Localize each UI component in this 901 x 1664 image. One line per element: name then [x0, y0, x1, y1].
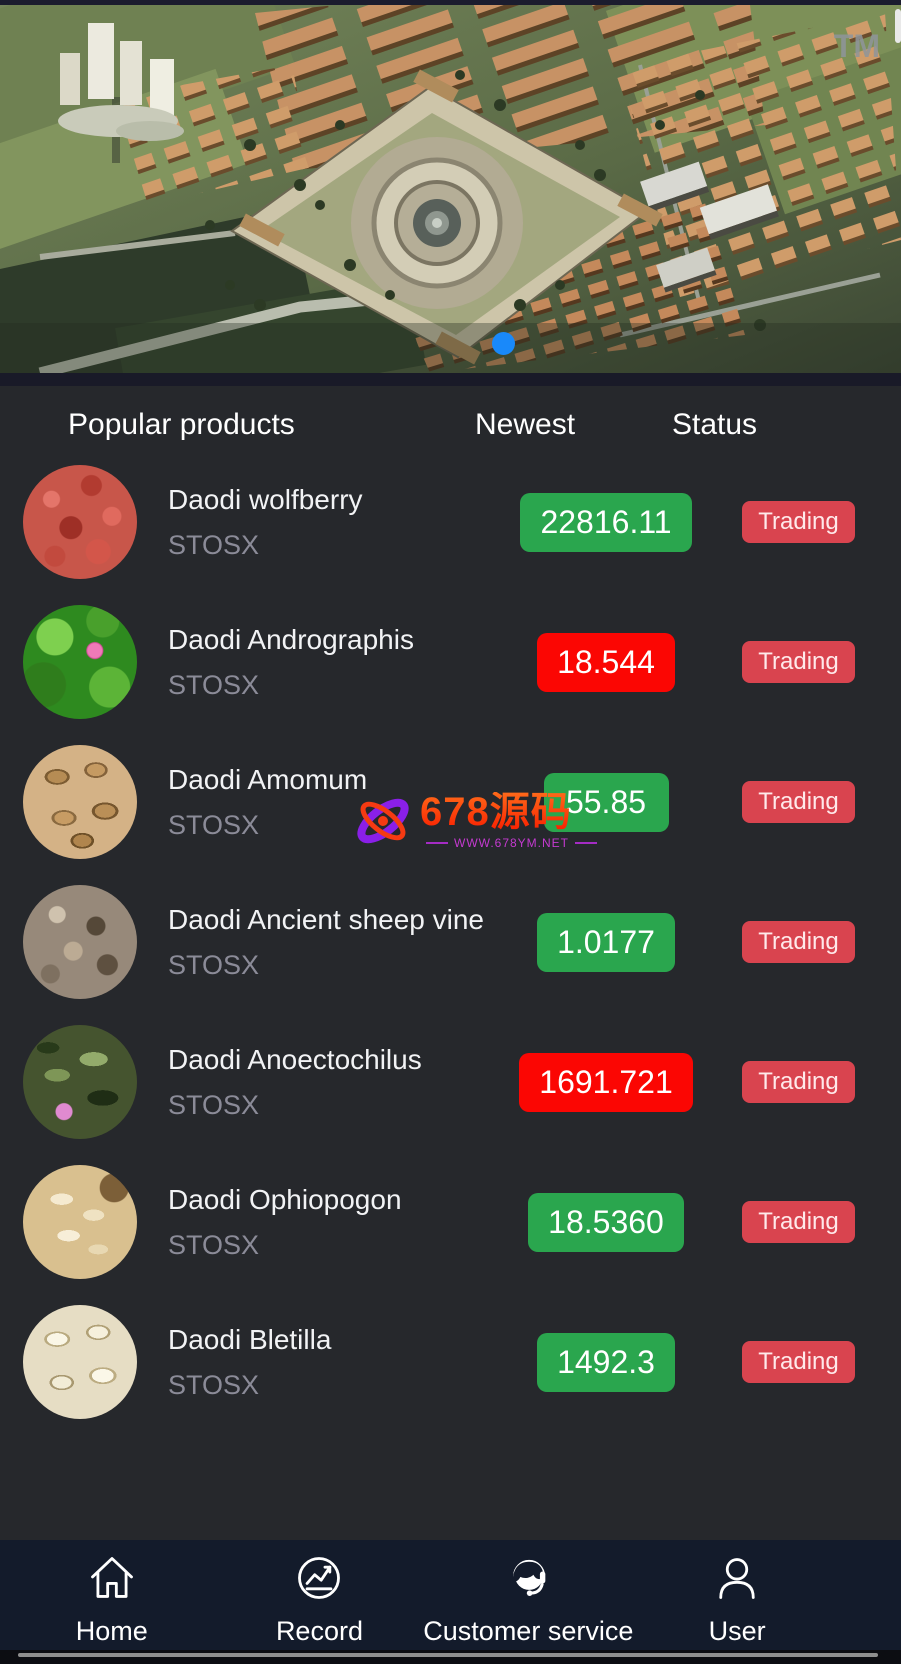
- product-image: [23, 1165, 137, 1279]
- product-name: Daodi Ancient sheep vine: [168, 903, 484, 935]
- product-row[interactable]: Daodi Ophiopogon STOSX 18.5360 Trading: [0, 1152, 901, 1292]
- product-code: STOSX: [168, 950, 260, 981]
- product-code: STOSX: [168, 670, 260, 701]
- hero-banner[interactable]: TM: [0, 5, 901, 373]
- product-image: [23, 745, 137, 859]
- price-button[interactable]: 18.5360: [528, 1192, 684, 1252]
- column-header-status: Status: [672, 408, 758, 441]
- list-header: Popular products Newest Status: [0, 386, 901, 452]
- product-image: [23, 1305, 137, 1419]
- section-divider: [0, 373, 901, 386]
- status-badge[interactable]: Trading: [742, 641, 855, 683]
- carousel-dot[interactable]: [492, 332, 515, 355]
- aerial-city-image: TM: [0, 5, 901, 373]
- status-badge[interactable]: Trading: [742, 921, 855, 963]
- nav-label: Home: [75, 1616, 148, 1646]
- list-title: Popular products: [68, 408, 295, 441]
- product-row[interactable]: Daodi Amomum STOSX 55.85 Trading: [0, 732, 901, 872]
- home-icon: [90, 1557, 133, 1598]
- nav-label: Customer service: [423, 1616, 634, 1646]
- product-row[interactable]: Daodi wolfberry STOSX 22816.11 Trading: [0, 452, 901, 592]
- nav-home[interactable]: Home: [8, 1548, 216, 1664]
- product-name: Daodi Bletilla: [168, 1323, 332, 1355]
- column-header-newest: Newest: [475, 408, 576, 441]
- tm-watermark: TM: [834, 28, 880, 64]
- product-image: [23, 605, 137, 719]
- product-code: STOSX: [168, 1230, 260, 1261]
- product-image: [23, 885, 137, 999]
- status-badge[interactable]: Trading: [742, 781, 855, 823]
- status-badge[interactable]: Trading: [742, 1201, 855, 1243]
- home-indicator: [0, 1650, 901, 1664]
- product-name: Daodi wolfberry: [168, 483, 363, 515]
- product-code: STOSX: [168, 530, 260, 561]
- product-rows: Daodi wolfberry STOSX 22816.11 Trading D…: [0, 452, 901, 1432]
- nav-label: Record: [275, 1616, 363, 1646]
- status-badge[interactable]: Trading: [742, 1341, 855, 1383]
- product-code: STOSX: [168, 1370, 260, 1401]
- product-row[interactable]: Daodi Ancient sheep vine STOSX 1.0177 Tr…: [0, 872, 901, 1012]
- bottom-nav: Home Record Customer service User: [0, 1540, 901, 1664]
- product-name: Daodi Ophiopogon: [168, 1183, 402, 1215]
- product-code: STOSX: [168, 810, 260, 841]
- product-name: Daodi Andrographis: [168, 623, 414, 655]
- price-button[interactable]: 18.544: [537, 632, 675, 692]
- nav-customer-service[interactable]: Customer service: [423, 1548, 633, 1664]
- nav-record[interactable]: Record: [216, 1548, 424, 1664]
- status-badge[interactable]: Trading: [742, 501, 855, 543]
- record-icon: [298, 1557, 341, 1599]
- product-image: [23, 1025, 137, 1139]
- price-button[interactable]: 1691.721: [519, 1052, 693, 1112]
- product-image: [23, 465, 137, 579]
- product-name: Daodi Amomum: [168, 763, 368, 795]
- product-code: STOSX: [168, 1090, 260, 1121]
- status-badge[interactable]: Trading: [742, 1061, 855, 1103]
- price-button[interactable]: 22816.11: [520, 492, 692, 552]
- status-bar: [0, 0, 901, 5]
- product-list-panel: Popular products Newest Status Daodi wol…: [0, 386, 901, 1540]
- price-button[interactable]: 55.85: [543, 772, 669, 832]
- product-row[interactable]: Daodi Andrographis STOSX 18.544 Trading: [0, 592, 901, 732]
- price-button[interactable]: 1.0177: [537, 912, 675, 972]
- customer-service-icon: [513, 1559, 546, 1596]
- scrollbar-thumb[interactable]: [895, 9, 901, 43]
- nav-label: User: [708, 1616, 766, 1646]
- product-row[interactable]: Daodi Anoectochilus STOSX 1691.721 Tradi…: [0, 1012, 901, 1152]
- user-icon: [719, 1558, 755, 1599]
- price-button[interactable]: 1492.3: [537, 1332, 675, 1392]
- nav-user[interactable]: User: [633, 1548, 841, 1664]
- product-name: Daodi Anoectochilus: [168, 1043, 422, 1075]
- product-row[interactable]: Daodi Bletilla STOSX 1492.3 Trading: [0, 1292, 901, 1432]
